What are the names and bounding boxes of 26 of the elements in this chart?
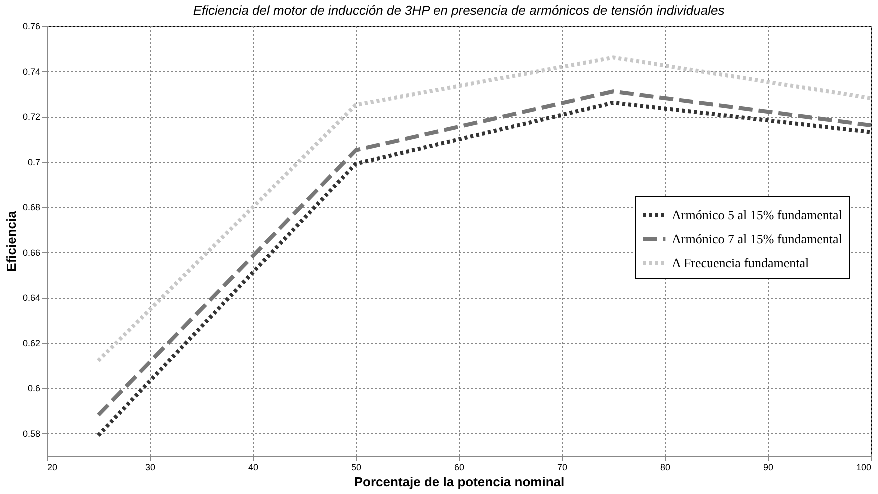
legend-label: Armónico 5 al 15% fundamental xyxy=(672,208,843,222)
y-tick-label: 0.66 xyxy=(22,248,40,258)
y-tick-label: 0.6 xyxy=(28,384,40,394)
x-tick-label: 30 xyxy=(145,462,156,472)
x-tick-label: 50 xyxy=(351,462,362,472)
y-tick-label: 0.68 xyxy=(22,202,40,213)
x-tick-label: 40 xyxy=(248,462,259,472)
legend-label: A Frecuencia fundamental xyxy=(672,256,810,270)
x-tick-label: 90 xyxy=(763,462,774,472)
x-axis-title: Porcentaje de la potencia nominal xyxy=(354,474,565,490)
y-axis-title: Eficiencia xyxy=(4,210,19,272)
y-tick-label: 0.72 xyxy=(22,112,40,122)
x-tick-label: 80 xyxy=(660,462,671,472)
x-tick-label: 20 xyxy=(48,462,58,472)
y-tick-label: 0.76 xyxy=(22,22,40,32)
x-tick-label: 100 xyxy=(856,462,872,472)
x-tick-label: 70 xyxy=(557,462,568,472)
y-tick-label: 0.58 xyxy=(22,428,40,439)
y-tick-label: 0.62 xyxy=(22,338,40,348)
legend-label: Armónico 7 al 15% fundamental xyxy=(672,232,843,246)
y-tick-label: 0.64 xyxy=(22,293,40,304)
chart-title: Eficiencia del motor de inducción de 3HP en presencia de armónicos de tensión individuales xyxy=(193,3,726,18)
line-series xyxy=(96,56,873,363)
x-tick-label: 60 xyxy=(454,462,465,472)
y-tick-label: 0.74 xyxy=(22,66,40,77)
y-tick-label: 0.7 xyxy=(28,157,40,168)
